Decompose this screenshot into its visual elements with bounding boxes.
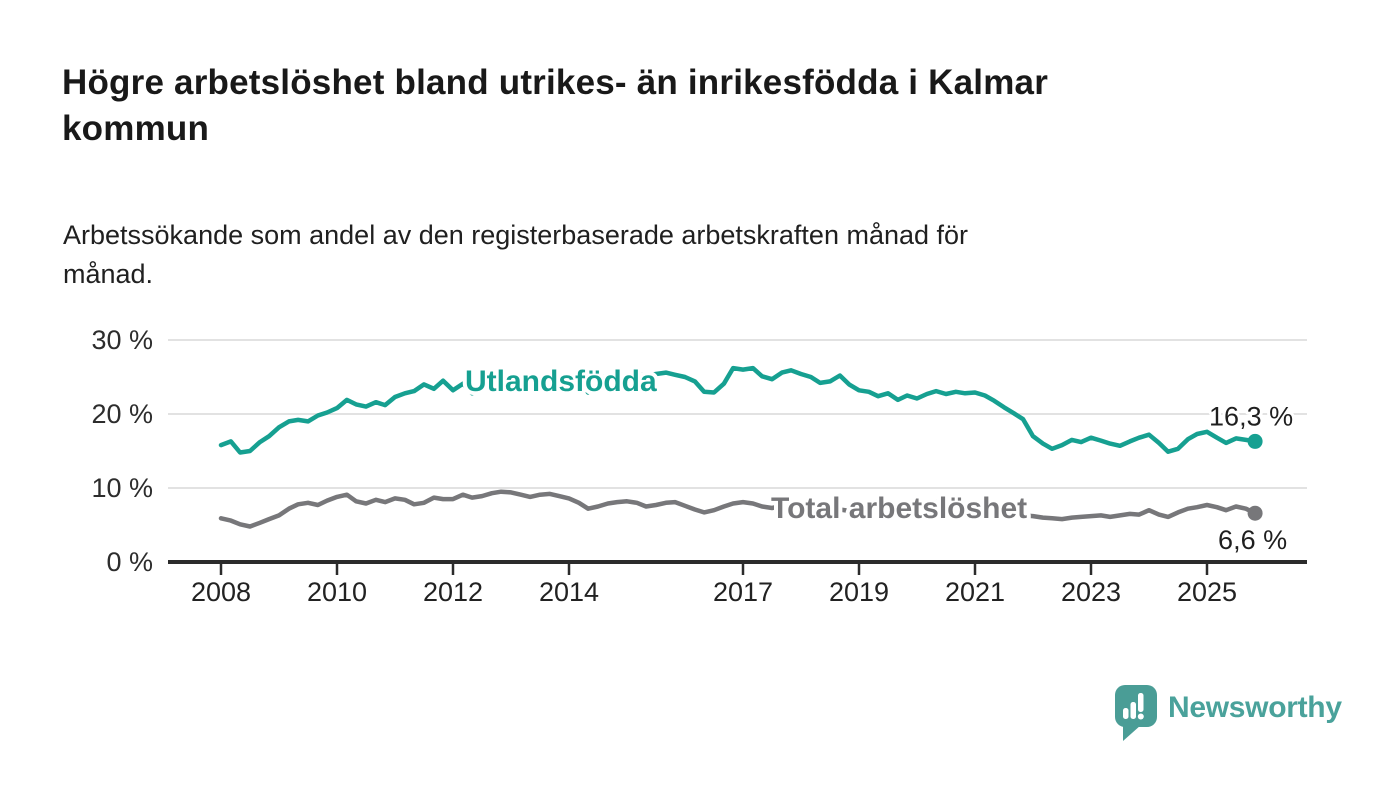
series-end-dot-1 [1247,505,1263,521]
x-axis-tick-label: 2023 [1061,577,1121,607]
y-axis-tick-label: 30 % [91,325,153,355]
page-title-line-2: kommun [62,109,210,148]
y-axis-tick-label: 20 % [91,399,153,429]
page-title: Högre arbetslöshet bland utrikes- än inr… [62,60,1048,152]
y-axis-tick-label: 10 % [91,473,153,503]
series-label-0: Utlandsfödda [465,365,657,398]
y-axis-tick-label: 0 % [106,547,153,577]
x-axis-tick-label: 2010 [307,577,367,607]
chart-subtitle: Arbetssökande som andel av den registerb… [63,216,968,294]
newsworthy-logo-text: Newsworthy [1168,691,1342,724]
x-axis-tick-label: 2025 [1177,577,1237,607]
series-end-value-label-1: 6,6 % [1218,525,1287,555]
unemployment-line-chart: 0 % 10 % 20 % 30 % 2008 2010 2012 2014 2017 2019 2… [91,325,1307,607]
x-axis-tick-label: 2017 [713,577,773,607]
series-end-value-label-0: 16,3 % [1209,401,1293,431]
x-axis-tick-label: 2008 [191,577,251,607]
series-line-0 [218,365,1258,455]
x-axis-tick-label: 2021 [945,577,1005,607]
x-axis-tick-label: 2019 [829,577,889,607]
newsworthy-logo: Newsworthy [1114,684,1354,748]
series-end-dot-0 [1247,433,1263,449]
bar-chart-speech-bubble-icon [1115,685,1157,741]
chart-subtitle-line-2: månad. [63,259,154,289]
series-line-1 [218,489,1258,529]
x-axis-tick-label: 2012 [423,577,483,607]
page-title-line-1: Högre arbetslöshet bland utrikes- än inr… [62,63,1049,102]
chart-subtitle-line-1: Arbetssökande som andel av den registerb… [63,220,969,250]
x-axis-tick-label: 2014 [539,577,599,607]
series-label-1: Total arbetslöshet [771,492,1027,525]
